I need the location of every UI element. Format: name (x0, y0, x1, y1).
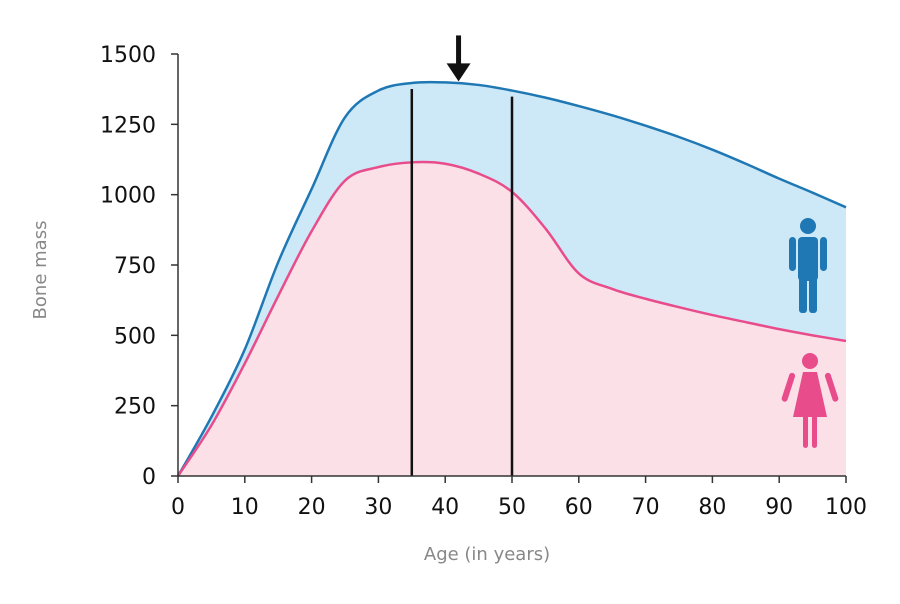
x-tick-label: 30 (364, 495, 392, 520)
y-tick-label: 0 (142, 465, 156, 490)
x-axis-title: Age (in years) (424, 544, 550, 565)
x-ticks: 0 10 20 30 40 50 60 70 80 90 100 (171, 476, 867, 520)
series-1-line (176, 160, 847, 477)
y-ticks: 0 250 500 750 1000 1250 1500 (100, 43, 178, 490)
chart-lines (176, 80, 847, 477)
x-tick-label: 100 (825, 495, 867, 520)
peak-arrow-icon (446, 35, 471, 82)
x-tick-label: 40 (431, 495, 459, 520)
reference-lines (410, 88, 514, 476)
x-tick-label: 70 (632, 495, 660, 520)
x-tick-label: 80 (698, 495, 726, 520)
x-tick-label: 50 (498, 495, 526, 520)
x-tick-label: 90 (765, 495, 793, 520)
y-tick-label: 1500 (100, 43, 156, 68)
y-tick-label: 250 (114, 395, 156, 420)
x-tick-label: 20 (298, 495, 326, 520)
y-tick-label: 1000 (100, 184, 156, 209)
man-icon (789, 218, 827, 313)
y-axis-title: Bone mass (30, 221, 51, 320)
x-tick-label: 10 (231, 495, 259, 520)
y-tick-label: 500 (114, 324, 156, 349)
y-tick-label: 750 (114, 254, 156, 279)
series-0-line (176, 80, 847, 477)
y-tick-label: 1250 (100, 113, 156, 138)
woman-icon (781, 353, 839, 448)
x-tick-label: 60 (565, 495, 593, 520)
x-tick-label: 0 (171, 495, 185, 520)
